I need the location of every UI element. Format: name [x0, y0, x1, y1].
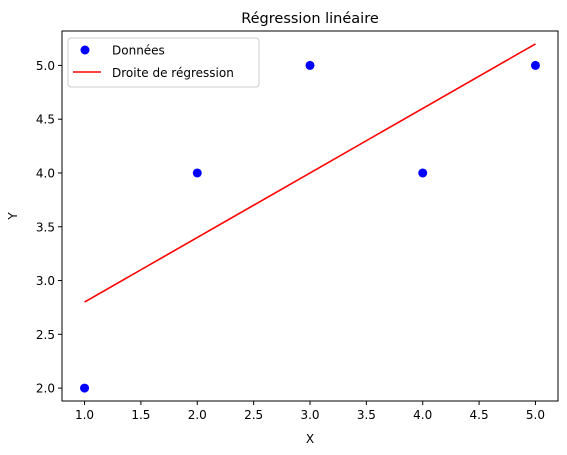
y-tick-label: 2.5	[36, 328, 55, 342]
x-tick-label: 3.0	[300, 408, 319, 422]
data-point	[192, 168, 202, 178]
chart-title: Régression linéaire	[241, 11, 379, 27]
y-axis-label: Y	[6, 212, 20, 221]
data-point	[530, 60, 540, 70]
legend-label-donnees: Données	[112, 44, 165, 58]
regression-line	[84, 43, 536, 303]
x-tick-label: 4.5	[470, 408, 489, 422]
legend-marker-donnees	[80, 45, 90, 55]
legend-frame	[67, 37, 260, 88]
x-tick-label: 1.5	[131, 408, 150, 422]
x-tick-label: 1.0	[75, 408, 94, 422]
x-tick-label: 5.0	[526, 408, 545, 422]
y-tick-label: 4.0	[36, 166, 55, 180]
x-tick-label: 2.5	[244, 408, 263, 422]
x-axis-ticks: 1.0 1.5 2.0 2.5 3.0 3.5 4.0 4.5 5.0	[75, 401, 545, 422]
data-point	[305, 60, 315, 70]
x-tick-label: 2.0	[188, 408, 207, 422]
data-point	[418, 168, 428, 178]
y-tick-label: 4.5	[36, 113, 55, 127]
y-tick-label: 2.0	[36, 382, 55, 396]
x-tick-label: 3.5	[357, 408, 376, 422]
data-point	[80, 383, 90, 393]
y-axis-ticks: 2.0 2.5 3.0 3.5 4.0 4.5 5.0	[36, 59, 62, 396]
x-tick-label: 4.0	[413, 408, 432, 422]
y-tick-label: 3.0	[36, 274, 55, 288]
plot-area	[80, 43, 540, 393]
legend-label-regression: Droite de régression	[112, 66, 234, 80]
legend: Données Droite de régression	[67, 37, 260, 88]
x-axis-label: X	[306, 432, 314, 446]
y-tick-label: 5.0	[36, 59, 55, 73]
y-tick-label: 3.5	[36, 220, 55, 234]
